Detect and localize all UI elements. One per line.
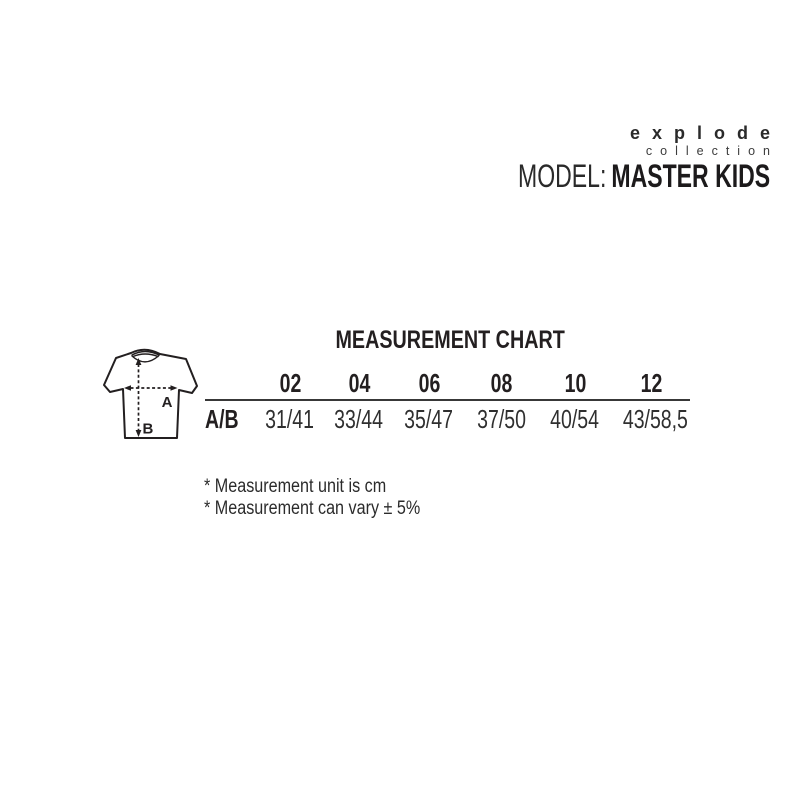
- footnotes: * Measurement unit is cm * Measurement c…: [204, 476, 458, 520]
- measurement-value: 43/58,5: [622, 404, 688, 434]
- footnote: * Measurement unit is cm: [204, 476, 458, 498]
- model-label: MODEL:: [517, 158, 607, 194]
- header-spacer: [205, 370, 255, 396]
- measurement-value: 31/41: [265, 404, 315, 434]
- width-label-a: A: [162, 394, 173, 411]
- size-header: 10: [564, 368, 586, 398]
- footnote: * Measurement can vary ± 5%: [204, 498, 458, 520]
- size-header: 12: [640, 368, 662, 398]
- tshirt-collar: [131, 350, 160, 363]
- brand-collection-label: collection: [645, 144, 778, 158]
- size-header: 04: [348, 368, 370, 398]
- length-arrow-b: [135, 358, 142, 437]
- brand-name: explode: [629, 123, 782, 143]
- footnote-text: * Measurement can vary ± 5%: [204, 498, 421, 519]
- model-line: MODEL: MASTER KIDS: [518, 160, 770, 193]
- size-header: 06: [418, 368, 440, 398]
- tshirt-outline: [103, 348, 198, 439]
- measurement-value: 33/44: [334, 404, 384, 434]
- tshirt-measurement-diagram: A B: [103, 348, 198, 439]
- size-header-row: 02 04 06 08 10 12: [205, 367, 690, 401]
- size-header: 08: [490, 368, 513, 398]
- size-header: 02: [279, 368, 301, 398]
- length-label-b: B: [143, 421, 154, 438]
- measurement-value: 40/54: [550, 404, 600, 434]
- measurement-value: 35/47: [404, 404, 454, 434]
- brand-block: explode collection MODEL: MASTER KIDS: [420, 123, 770, 193]
- measurement-row: A/B 31/41 33/44 35/47 37/50 40/54 43/58,…: [205, 401, 690, 432]
- measurement-chart-title-text: MEASUREMENT CHART: [335, 326, 566, 354]
- measurement-chart-title: MEASUREMENT CHART: [208, 326, 693, 354]
- width-arrow-a: [124, 385, 178, 391]
- footnote-text: * Measurement unit is cm: [204, 476, 387, 497]
- model-name: MASTER KIDS: [611, 158, 770, 194]
- row-label: A/B: [205, 404, 239, 434]
- measurement-value: 37/50: [477, 404, 526, 434]
- measurement-table: 02 04 06 08 10 12 A/B 31/41 33/44 35/47 …: [205, 367, 690, 432]
